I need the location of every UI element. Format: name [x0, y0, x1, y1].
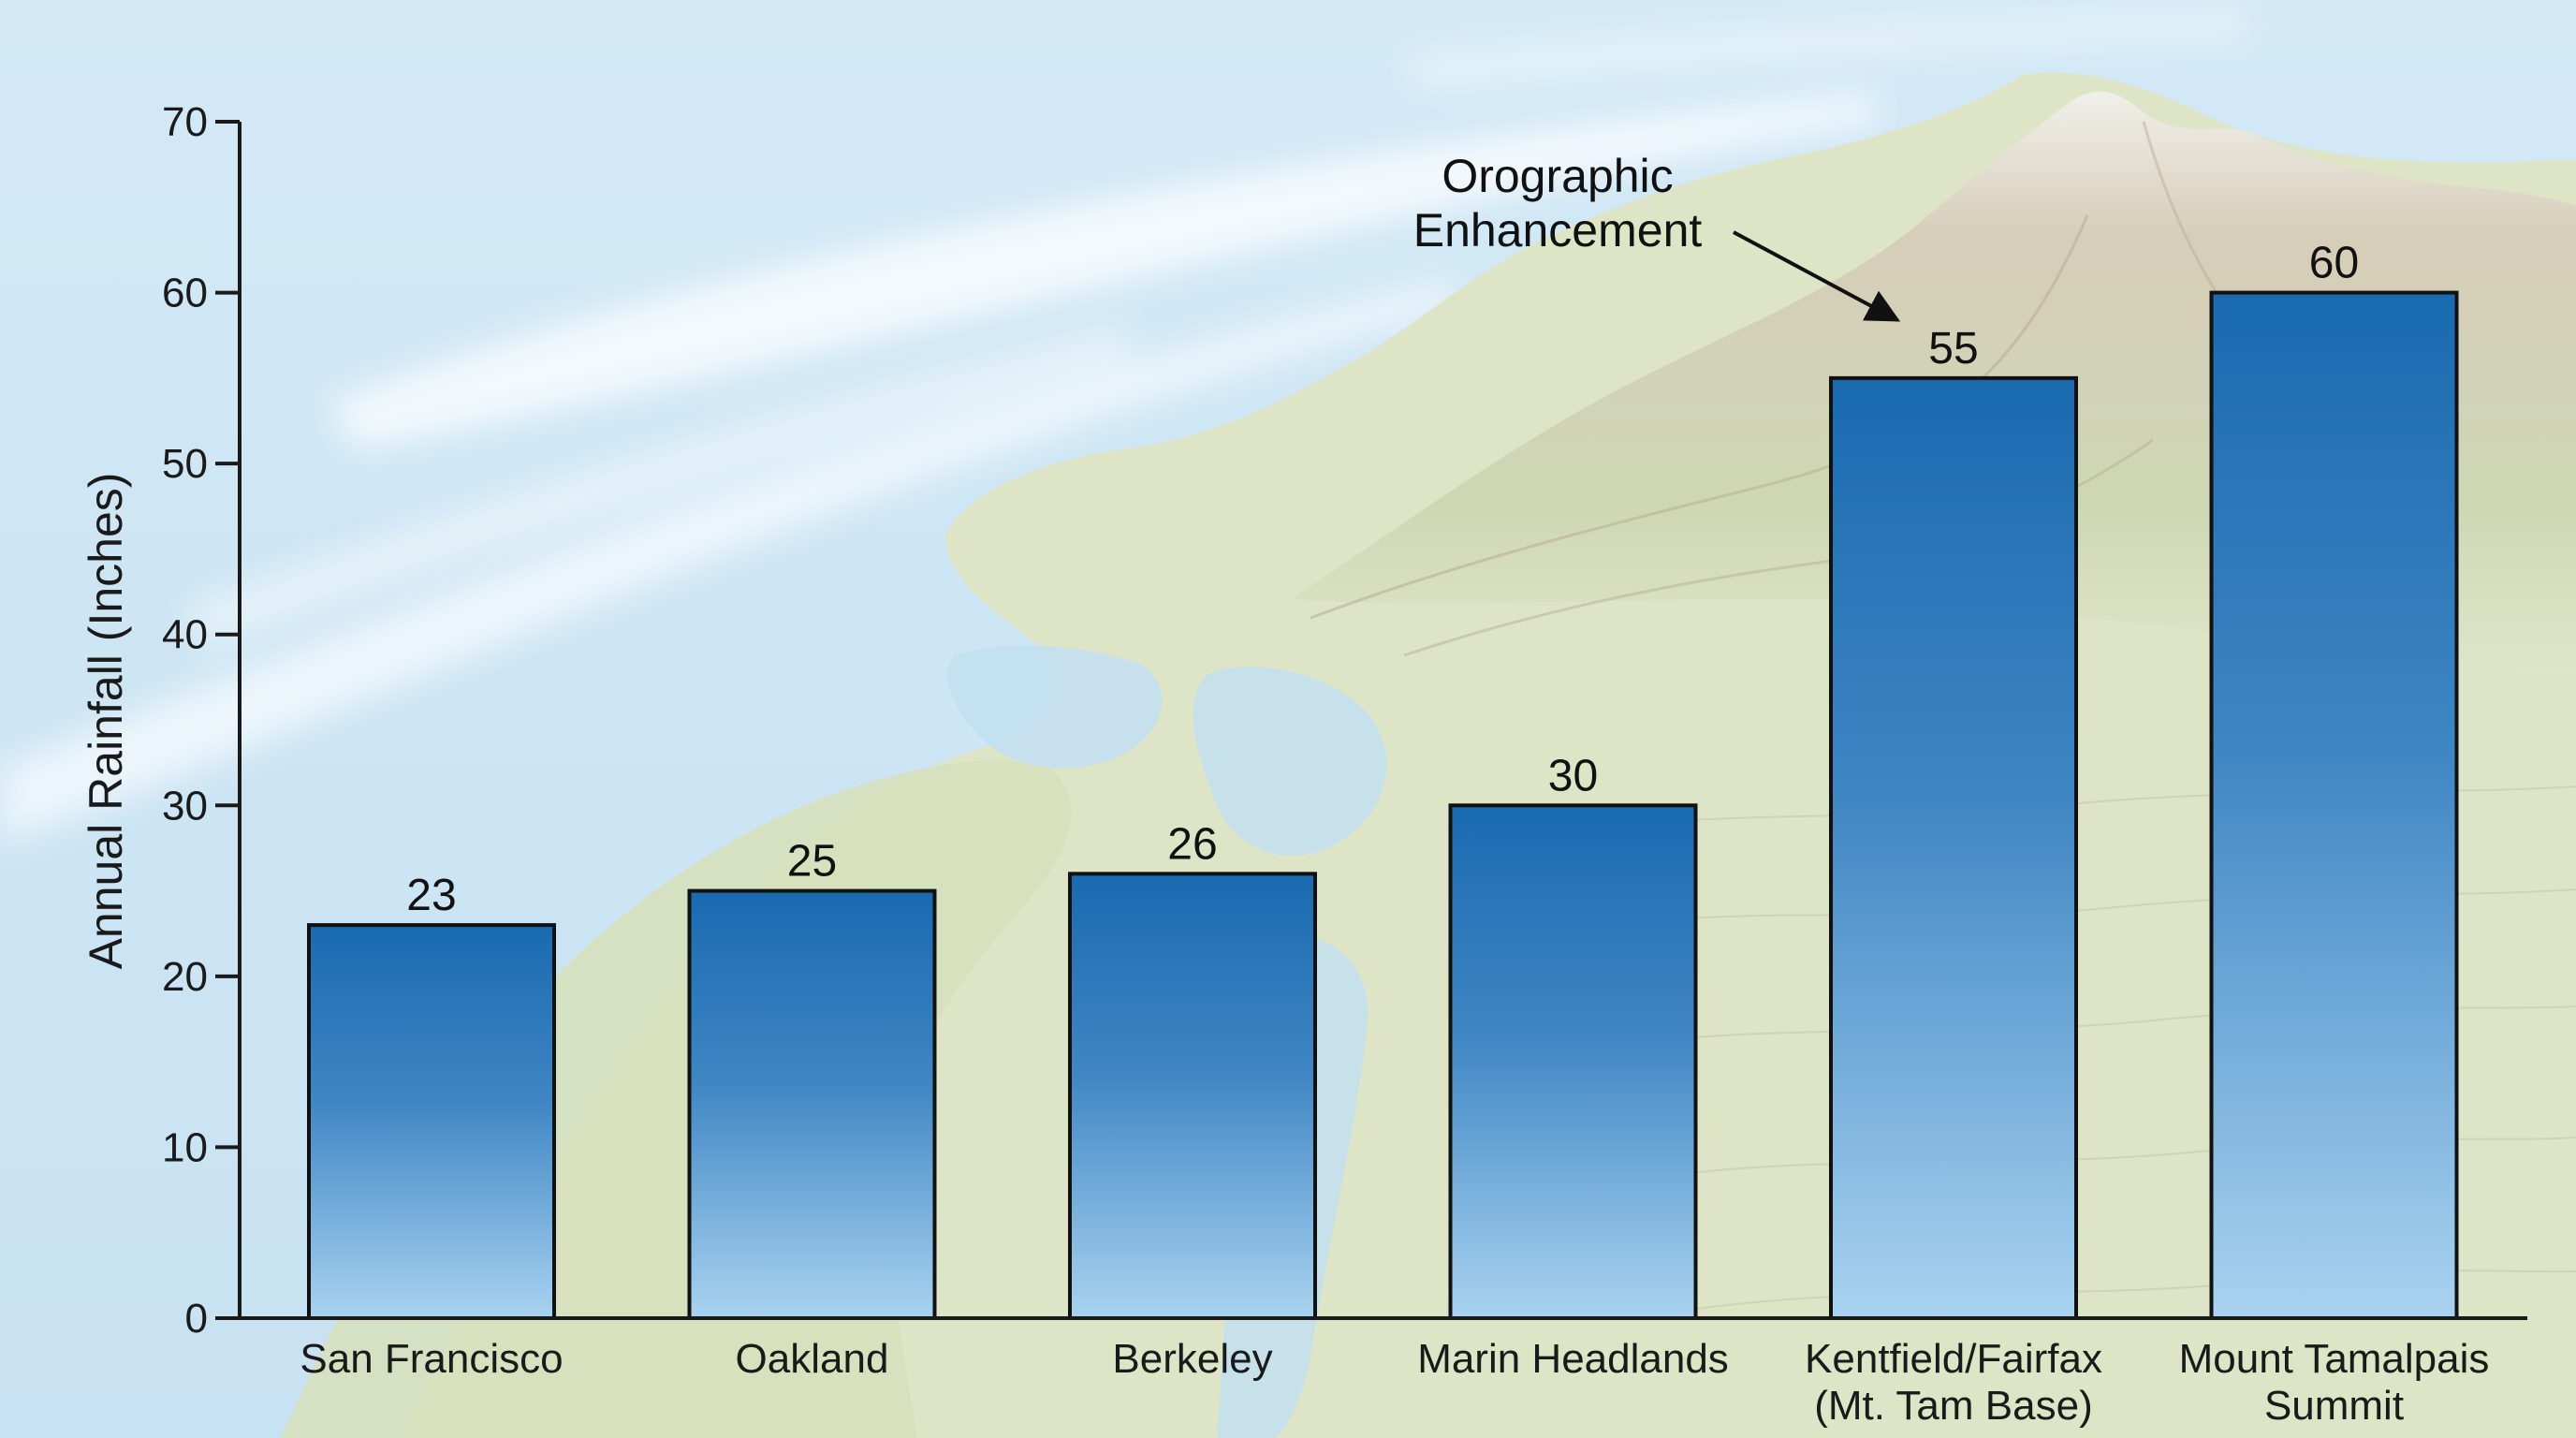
category-label: Marin Headlands [1417, 1336, 1729, 1382]
bar-value-label: 55 [1928, 324, 1978, 374]
annotation-arrow [1733, 230, 1901, 322]
category-label: Oakland [736, 1336, 889, 1382]
annotation: Orographic Enhancement [1413, 150, 1901, 322]
y-axis-title: Annual Rainfall (Inches) [80, 473, 132, 970]
bay-water [946, 645, 1163, 769]
y-tick-label: 0 [185, 1296, 208, 1342]
bar-value-label: 60 [2309, 239, 2359, 288]
y-tick-label: 50 [162, 441, 208, 487]
y-tick-label: 30 [162, 783, 208, 829]
y-tick-label: 10 [162, 1124, 208, 1170]
category-label: Kentfield/Fairfax (Mt. Tam Base) [1805, 1336, 2102, 1429]
bar-value-label: 26 [1167, 819, 1217, 869]
mountain-ridge [1310, 214, 2089, 620]
y-tick-label: 70 [162, 99, 208, 145]
category-label: San Francisco [300, 1336, 563, 1382]
bar [1068, 872, 1317, 1320]
bar [687, 888, 937, 1320]
bar [1829, 375, 2078, 1321]
bay-water-2 [1193, 667, 1387, 857]
y-tick-label: 60 [162, 271, 208, 316]
y-tick-label: 40 [162, 612, 208, 658]
y-tick-label: 20 [162, 954, 208, 1000]
bars [307, 290, 2459, 1321]
bar [2209, 290, 2459, 1321]
bar [307, 923, 556, 1320]
annotation-text: Orographic Enhancement [1413, 150, 1703, 257]
cloud-streaks [0, 9, 2247, 843]
bar [1448, 803, 1698, 1320]
axes: 0 10 20 30 40 50 60 70 [162, 99, 2527, 1342]
labels: 23 San Francisco 25 Oakland 26 Berkeley 30 Mari… [300, 239, 2489, 1429]
bar-value-label: 23 [406, 871, 456, 920]
category-label: Mount Tamalpais Summit [2179, 1336, 2490, 1429]
category-label: Berkeley [1112, 1336, 1272, 1382]
bar-value-label: 30 [1548, 751, 1598, 800]
bar-value-label: 25 [787, 837, 837, 887]
